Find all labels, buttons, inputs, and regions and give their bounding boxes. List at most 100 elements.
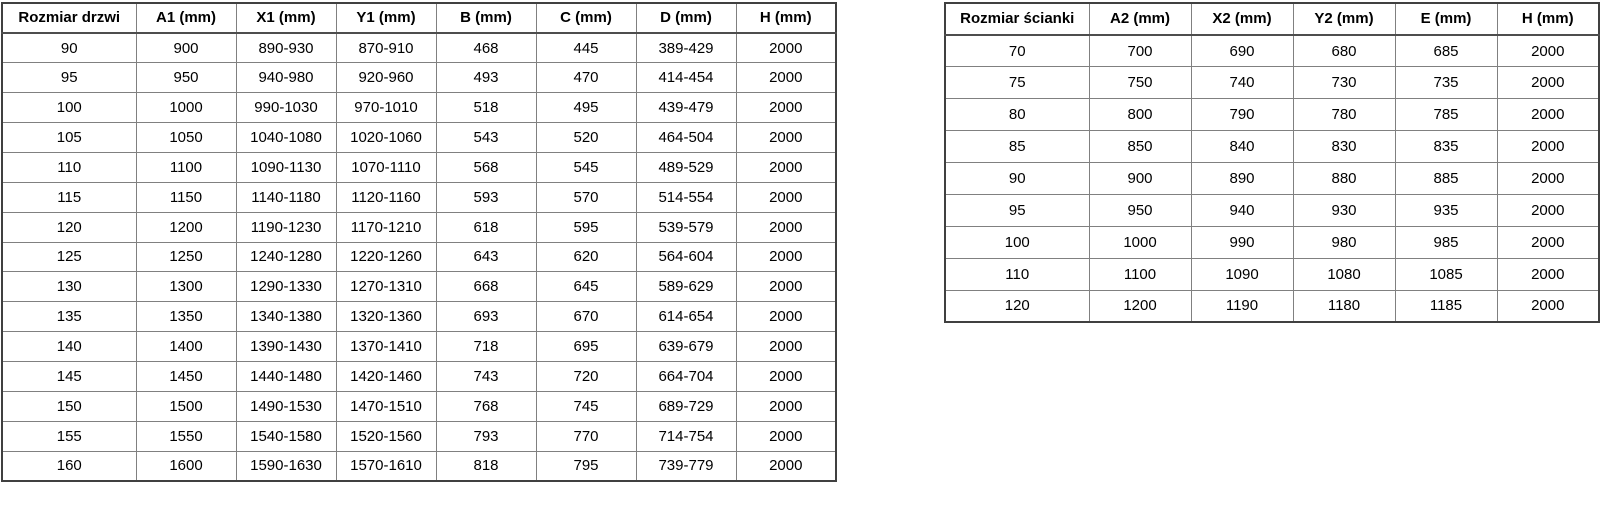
- table-cell: 1290-1330: [235, 271, 337, 303]
- table-cell: 1600: [135, 450, 237, 482]
- table-cell: 785: [1394, 98, 1498, 132]
- table-cell: 2000: [1496, 257, 1600, 291]
- table-cell: 840: [1190, 130, 1294, 163]
- table-cell: 1440-1480: [235, 361, 337, 392]
- table-cell: 1470-1510: [335, 390, 437, 422]
- column-header: Y1 (mm): [335, 2, 437, 34]
- table-cell: 389-429: [635, 32, 737, 64]
- table-cell: 795: [535, 450, 637, 482]
- table-cell: 2000: [1496, 130, 1600, 163]
- table-row: 70 700 690 680 685 2000: [944, 34, 1600, 68]
- column-header: D (mm): [635, 2, 737, 34]
- table-cell: 518: [435, 92, 537, 123]
- table-cell: 990-1030: [235, 92, 337, 123]
- table-cell: 2000: [1496, 193, 1600, 227]
- table-cell: 570: [535, 181, 637, 213]
- header-row: Rozmiar drzwi A1 (mm) X1 (mm) Y1 (mm) B (mm)…: [1, 2, 837, 34]
- wall-size-table-header: Rozmiar ścianki A2 (mm) X2 (mm) Y2 (mm) E (m…: [944, 2, 1600, 36]
- table-row: 85 850 840 830 835 2000: [944, 130, 1600, 163]
- table-row: 75 750 740 730 735 2000: [944, 66, 1600, 100]
- table-cell: 940-980: [235, 62, 337, 94]
- column-header: H (mm): [1496, 2, 1600, 36]
- table-cell: 1000: [1088, 225, 1192, 259]
- table-cell: 620: [535, 241, 637, 273]
- table-cell: 80: [944, 98, 1090, 132]
- column-header: X2 (mm): [1190, 2, 1294, 36]
- table-cell: 95: [1, 62, 137, 94]
- table-cell: 439-479: [635, 92, 737, 123]
- table-row: 115 1150 1140-1180 1120-1160 593 570 514-554 20…: [1, 181, 837, 213]
- table-cell: 1450: [135, 361, 237, 392]
- table-cell: 1390-1430: [235, 331, 337, 362]
- table-cell: 980: [1292, 225, 1396, 259]
- table-cell: 770: [535, 420, 637, 452]
- column-header: B (mm): [435, 2, 537, 34]
- table-cell: 135: [1, 301, 137, 333]
- table-cell: 689-729: [635, 390, 737, 422]
- table-cell: 2000: [735, 151, 837, 183]
- table-cell: 1090: [1190, 257, 1294, 291]
- table-row: 160 1600 1590-1630 1570-1610 818 795 739-779 20…: [1, 450, 837, 482]
- table-cell: 930: [1292, 193, 1396, 227]
- table-cell: 130: [1, 271, 137, 303]
- table-cell: 2000: [735, 241, 837, 273]
- table-row: 155 1550 1540-1580 1520-1560 793 770 714-754 20…: [1, 420, 837, 452]
- table-cell: 1200: [135, 211, 237, 243]
- table-cell: 1140-1180: [235, 181, 337, 213]
- table-cell: 1520-1560: [335, 420, 437, 452]
- table-row: 100 1000 990-1030 970-1010 518 495 439-479 2000: [1, 92, 837, 123]
- table-cell: 70: [944, 34, 1090, 68]
- table-cell: 90: [944, 161, 1090, 195]
- table-cell: 125: [1, 241, 137, 273]
- table-cell: 735: [1394, 66, 1498, 100]
- table-cell: 2000: [1496, 98, 1600, 132]
- table-cell: 890: [1190, 161, 1294, 195]
- table-cell: 110: [1, 151, 137, 183]
- table-row: 95 950 940 930 935 2000: [944, 193, 1600, 227]
- column-header: H (mm): [735, 2, 837, 34]
- table-cell: 105: [1, 122, 137, 153]
- table-cell: 818: [435, 450, 537, 482]
- table-cell: 714-754: [635, 420, 737, 452]
- table-cell: 700: [1088, 34, 1192, 68]
- table-cell: 1150: [135, 181, 237, 213]
- table-cell: 1070-1110: [335, 151, 437, 183]
- table-cell: 790: [1190, 98, 1294, 132]
- table-cell: 110: [944, 257, 1090, 291]
- table-cell: 85: [944, 130, 1090, 163]
- table-cell: 564-604: [635, 241, 737, 273]
- table-cell: 950: [135, 62, 237, 94]
- table-cell: 950: [1088, 193, 1192, 227]
- table-cell: 880: [1292, 161, 1396, 195]
- table-cell: 750: [1088, 66, 1192, 100]
- table-cell: 593: [435, 181, 537, 213]
- table-cell: 1420-1460: [335, 361, 437, 392]
- table-cell: 1000: [135, 92, 237, 123]
- table-cell: 1100: [135, 151, 237, 183]
- table-cell: 2000: [1496, 289, 1600, 323]
- table-cell: 520: [535, 122, 637, 153]
- table-cell: 543: [435, 122, 537, 153]
- table-row: 100 1000 990 980 985 2000: [944, 225, 1600, 259]
- table-cell: 2000: [735, 122, 837, 153]
- table-cell: 618: [435, 211, 537, 243]
- table-cell: 885: [1394, 161, 1498, 195]
- table-cell: 668: [435, 271, 537, 303]
- table-cell: 745: [535, 390, 637, 422]
- table-cell: 1185: [1394, 289, 1498, 323]
- table-cell: 1090-1130: [235, 151, 337, 183]
- table-row: 80 800 790 780 785 2000: [944, 98, 1600, 132]
- table-cell: 1370-1410: [335, 331, 437, 362]
- table-cell: 890-930: [235, 32, 337, 64]
- table-cell: 739-779: [635, 450, 737, 482]
- table-cell: 1190-1230: [235, 211, 337, 243]
- table-cell: 1190: [1190, 289, 1294, 323]
- table-cell: 1200: [1088, 289, 1192, 323]
- table-cell: 589-629: [635, 271, 737, 303]
- table-cell: 1570-1610: [335, 450, 437, 482]
- table-cell: 595: [535, 211, 637, 243]
- table-cell: 539-579: [635, 211, 737, 243]
- table-row: 105 1050 1040-1080 1020-1060 543 520 464-504 20…: [1, 122, 837, 153]
- table-cell: 2000: [1496, 34, 1600, 68]
- column-header: C (mm): [535, 2, 637, 34]
